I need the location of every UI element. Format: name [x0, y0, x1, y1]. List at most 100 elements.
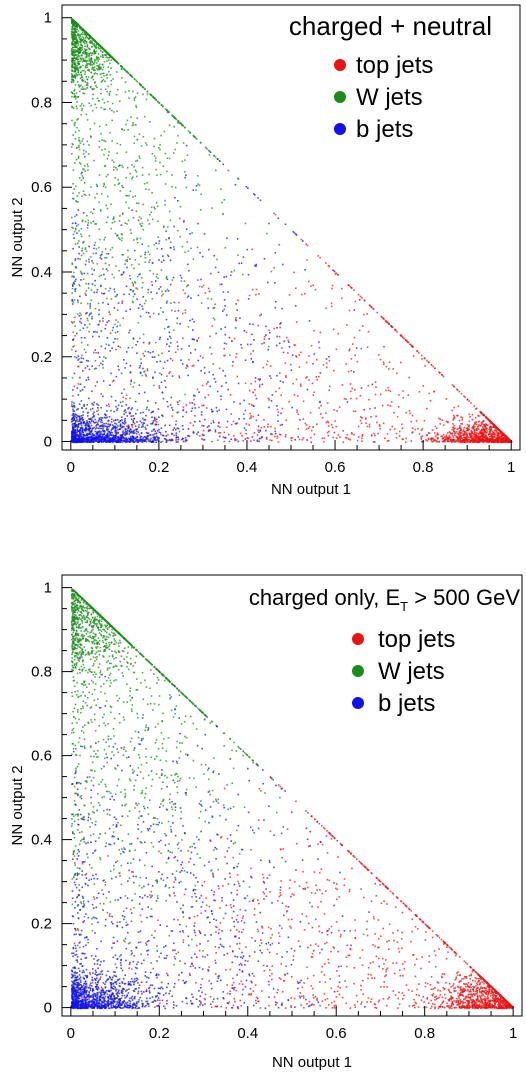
data-point	[282, 381, 284, 384]
data-point	[82, 278, 85, 281]
data-point	[133, 422, 136, 425]
data-point	[218, 421, 220, 424]
data-point	[74, 31, 77, 33]
data-point	[427, 438, 430, 441]
data-point	[144, 373, 147, 376]
data-point	[485, 435, 487, 437]
data-point	[114, 422, 116, 425]
data-point	[119, 143, 122, 146]
data-point	[460, 416, 462, 418]
data-point	[127, 129, 129, 131]
data-point	[72, 198, 75, 200]
data-point	[182, 437, 184, 440]
data-point	[83, 438, 85, 441]
data-point	[88, 58, 91, 60]
data-point	[95, 435, 98, 438]
data-point	[247, 273, 250, 276]
data-point	[104, 236, 106, 239]
data-point	[438, 417, 440, 420]
data-point	[281, 347, 283, 349]
data-point	[190, 247, 192, 250]
data-point	[486, 438, 488, 440]
data-point	[481, 435, 483, 437]
data-point	[98, 174, 101, 176]
data-point	[485, 426, 487, 428]
data-point	[103, 430, 106, 432]
data-point	[84, 430, 87, 433]
data-point	[135, 104, 137, 107]
data-point	[101, 417, 104, 419]
data-point	[421, 354, 423, 357]
data-point	[486, 418, 489, 420]
data-point	[436, 432, 439, 434]
data-point	[175, 118, 178, 121]
data-point	[316, 423, 318, 425]
data-point	[77, 34, 80, 37]
data-point	[160, 381, 163, 383]
data-point	[94, 46, 97, 49]
data-point	[363, 313, 365, 316]
data-point	[88, 37, 91, 39]
data-point	[85, 35, 88, 38]
data-point	[83, 429, 85, 431]
data-point	[93, 61, 96, 64]
data-point	[79, 84, 82, 87]
data-point	[114, 295, 117, 298]
data-point	[279, 380, 282, 382]
data-point	[74, 325, 76, 327]
data-point	[454, 434, 456, 437]
data-point	[117, 88, 119, 91]
data-point	[86, 317, 89, 320]
data-point	[477, 441, 479, 443]
data-point	[82, 79, 85, 82]
data-point	[473, 428, 476, 431]
data-point	[182, 337, 184, 340]
data-point	[113, 217, 115, 220]
data-point	[104, 438, 106, 441]
data-point	[353, 433, 355, 436]
data-point	[197, 183, 199, 185]
data-point	[146, 182, 148, 184]
data-point	[178, 377, 181, 379]
data-point	[134, 195, 136, 197]
data-point	[195, 189, 197, 191]
data-point	[88, 421, 90, 423]
data-point	[99, 427, 102, 430]
data-point	[468, 440, 471, 443]
data-point	[74, 62, 77, 65]
data-point	[113, 425, 115, 428]
data-point	[128, 440, 130, 442]
data-point	[71, 434, 74, 437]
data-point	[376, 421, 378, 424]
data-point	[81, 430, 83, 432]
data-point	[71, 32, 73, 35]
data-point	[78, 63, 80, 66]
data-point	[492, 431, 495, 434]
data-point	[93, 68, 95, 71]
data-point	[93, 53, 96, 55]
data-point	[80, 74, 83, 76]
data-point	[341, 287, 343, 290]
data-point	[73, 410, 76, 412]
data-point	[73, 230, 76, 233]
data-point	[124, 418, 126, 420]
data-point	[86, 424, 88, 426]
data-point	[254, 389, 256, 391]
data-point	[163, 226, 165, 229]
data-point	[122, 166, 124, 169]
data-point	[152, 421, 154, 424]
data-point	[383, 363, 385, 365]
data-point	[85, 76, 88, 78]
data-point	[105, 88, 107, 90]
data-point	[487, 424, 489, 426]
data-point	[163, 327, 166, 330]
data-point	[198, 406, 200, 409]
data-point	[94, 439, 97, 442]
data-point	[130, 74, 132, 77]
data-point	[374, 434, 376, 437]
data-point	[104, 288, 107, 290]
data-point	[94, 241, 97, 244]
data-point	[106, 60, 108, 62]
data-point	[136, 159, 139, 162]
